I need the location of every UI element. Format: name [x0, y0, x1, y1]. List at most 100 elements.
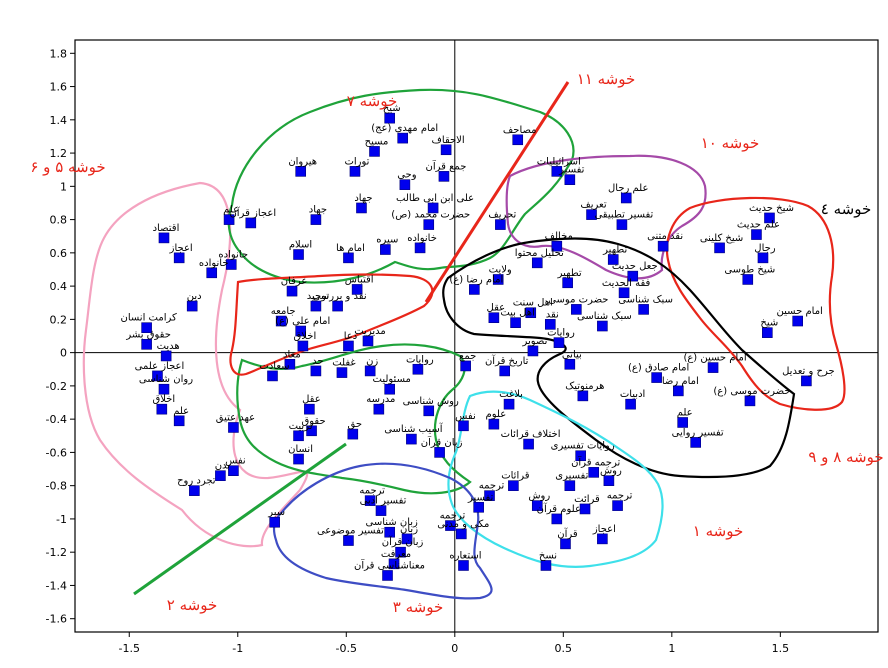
point-label: ترجمه: [359, 486, 385, 497]
point-label: جمع قرآن: [426, 159, 467, 172]
cluster-label-11: خوشه ۱۱: [577, 70, 636, 88]
point-label: امام مهدی (عج): [371, 123, 438, 134]
plot-frame: [74, 39, 879, 633]
y-tick-label: 1.4: [50, 114, 68, 127]
y-tick-label: 1.8: [50, 47, 68, 60]
point-label: حقوق بشر: [125, 329, 171, 340]
y-tick-label: -1.2: [46, 546, 67, 559]
point-label: هدیت: [157, 341, 180, 352]
data-point: [225, 259, 237, 270]
data-point: [562, 277, 573, 289]
data-point: [751, 229, 762, 240]
data-point: [364, 495, 376, 506]
data-point: [356, 202, 367, 214]
point-label: قرائت: [574, 494, 600, 505]
point-label: علم: [173, 406, 189, 417]
point-label: جامعه: [271, 306, 296, 317]
data-point: [384, 383, 395, 395]
point-label: علم: [223, 205, 239, 216]
data-point: [762, 327, 773, 338]
point-label: اعجاز قرآن: [229, 206, 276, 219]
point-label: اعجاز: [592, 524, 616, 535]
data-point: [575, 450, 586, 462]
x-tick-label: 1: [668, 642, 675, 655]
x-tick-label: -1: [232, 642, 243, 655]
data-point: [540, 560, 552, 571]
data-point: [510, 317, 521, 328]
data-point: [295, 325, 307, 337]
data-point: [792, 315, 804, 327]
point-label: فقه الحدیث: [602, 278, 651, 289]
data-point: [742, 274, 754, 285]
data-point: [158, 232, 170, 244]
point-label: خانواده: [199, 258, 229, 269]
y-tick-label: 0.6: [50, 247, 68, 260]
point-label: شیخ کلینی: [700, 233, 743, 244]
point-label: اعجاز: [169, 243, 193, 254]
point-label: نقد: [546, 309, 559, 320]
data-point: [673, 385, 684, 397]
point-label: معاد: [283, 349, 301, 360]
data-point: [293, 249, 304, 260]
data-point: [186, 300, 198, 312]
point-label: نقد و بررسی: [313, 291, 367, 302]
point-label: سعادت: [259, 361, 289, 372]
y-tick-label: 0.4: [50, 280, 68, 293]
data-point: [269, 516, 280, 528]
data-point: [508, 480, 519, 491]
point-label: خانواده: [407, 233, 437, 244]
point-label: حق: [348, 419, 363, 430]
data-point: [577, 390, 589, 402]
data-point: [395, 546, 406, 558]
x-tick-label: 1.5: [772, 642, 790, 655]
data-point: [336, 367, 348, 378]
point-label: زبان شناسی: [366, 517, 419, 528]
cluster-7-outline: [227, 88, 575, 284]
data-point: [423, 219, 435, 230]
data-point: [434, 447, 445, 458]
data-point: [438, 171, 450, 182]
point-label: توحید: [307, 291, 330, 302]
data-point: [228, 422, 239, 433]
data-point: [458, 560, 469, 571]
point-label: زبان: [400, 524, 418, 535]
point-label: سبر: [267, 507, 285, 518]
data-point: [343, 535, 354, 546]
data-point: [531, 257, 543, 269]
point-label: تفسیری: [555, 471, 588, 482]
point-label: اهل سنت: [513, 298, 553, 309]
point-label: تفسیر روایی: [672, 427, 724, 438]
point-label: حضرت محمد (ص): [391, 210, 470, 221]
data-point: [579, 503, 591, 515]
data-point: [286, 285, 298, 297]
data-point: [657, 240, 669, 252]
point-label: جمع: [459, 351, 476, 362]
data-point: [612, 500, 623, 511]
data-point: [525, 307, 537, 319]
point-label: امام علی (ع): [275, 316, 330, 327]
point-label: غفلت: [332, 358, 355, 369]
point-label: معناشناسی قرآن: [354, 558, 425, 571]
cluster-4-outline: [665, 196, 846, 411]
data-point: [397, 132, 409, 144]
cluster-outlines: [82, 88, 846, 600]
point-label: روایات تفسیری: [551, 441, 615, 452]
cluster-11-line: [424, 81, 570, 303]
point-label: مدرسه: [366, 394, 395, 405]
data-point: [603, 475, 615, 486]
point-label: تفسیر: [467, 492, 494, 503]
data-point: [690, 437, 701, 448]
data-point: [553, 337, 565, 348]
point-label: علی ابن ابی طالب: [396, 193, 474, 204]
point-label: کرامت انسان: [120, 313, 177, 324]
data-point: [499, 365, 511, 377]
point-label: حضرت موسی: [548, 294, 608, 305]
point-label: تفسیر: [558, 165, 585, 176]
data-point: [384, 112, 395, 124]
axes: 1.8 1.6 1.4 1.2 1 0.8 0.6 0.4 0.2 0 -0.2 -0.4 -0.6 -0…: [46, 40, 878, 655]
point-label: بدن: [215, 461, 230, 472]
data-point: [156, 403, 168, 415]
y-tick-label: 0.8: [50, 214, 68, 227]
